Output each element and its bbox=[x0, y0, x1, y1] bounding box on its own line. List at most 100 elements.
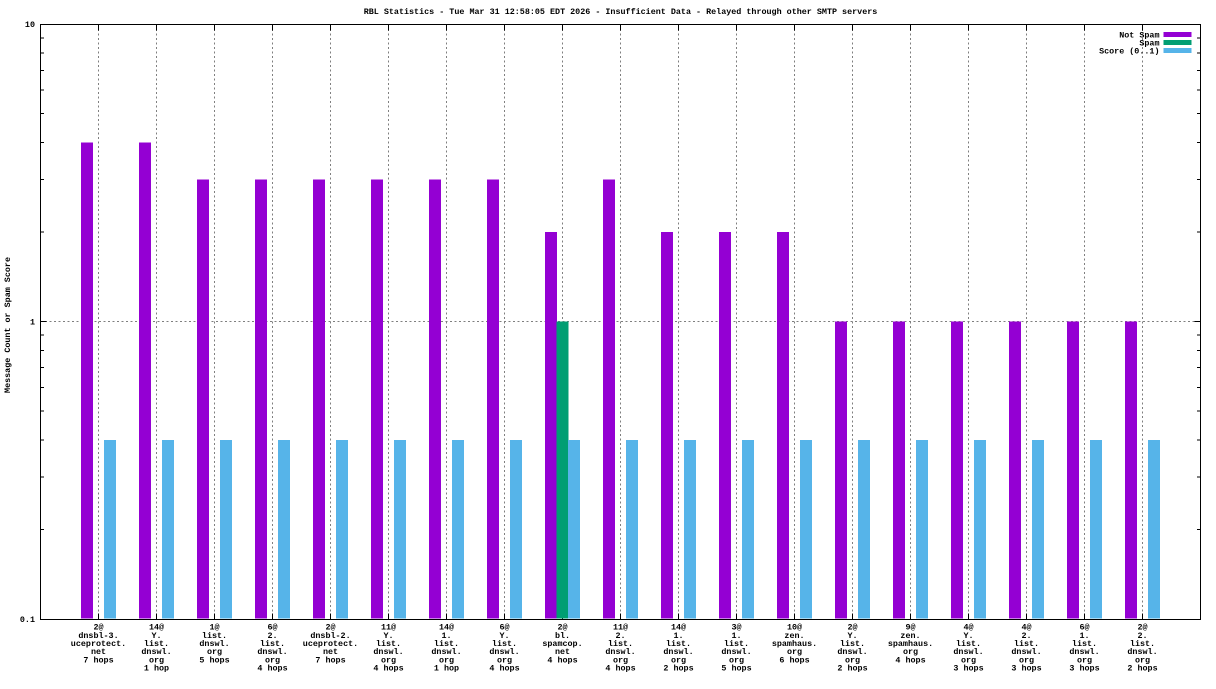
svg-text:2@: 2@ bbox=[93, 623, 103, 633]
svg-text:1.: 1. bbox=[731, 631, 741, 641]
svg-text:dnswl.: dnswl. bbox=[257, 647, 287, 657]
svg-text:list.: list. bbox=[144, 639, 169, 649]
svg-text:Y.: Y. bbox=[963, 631, 973, 641]
svg-text:Y.: Y. bbox=[499, 631, 509, 641]
svg-text:3 hops: 3 hops bbox=[1011, 664, 1041, 674]
svg-text:list.: list. bbox=[608, 639, 633, 649]
svg-text:10@: 10@ bbox=[787, 623, 802, 633]
svg-text:2.: 2. bbox=[1137, 631, 1147, 641]
svg-text:org: org bbox=[787, 647, 802, 657]
svg-text:Y.: Y. bbox=[151, 631, 161, 641]
svg-text:9@: 9@ bbox=[905, 623, 915, 633]
svg-text:Not Spam: Not Spam bbox=[1119, 30, 1159, 40]
svg-text:uceprotect.: uceprotect. bbox=[303, 639, 358, 649]
svg-text:zen.: zen. bbox=[900, 631, 920, 641]
svg-text:7 hops: 7 hops bbox=[83, 655, 113, 665]
svg-text:list.: list. bbox=[956, 639, 981, 649]
svg-text:dnsbl-3.: dnsbl-3. bbox=[78, 631, 118, 641]
svg-text:list.: list. bbox=[1130, 639, 1155, 649]
svg-text:1 hop: 1 hop bbox=[144, 664, 169, 674]
svg-text:3 hops: 3 hops bbox=[1069, 664, 1099, 674]
svg-text:Spam: Spam bbox=[1139, 38, 1159, 48]
svg-text:dnswl.: dnswl. bbox=[199, 639, 229, 649]
svg-text:5 hops: 5 hops bbox=[721, 664, 751, 674]
svg-text:11@: 11@ bbox=[381, 623, 396, 633]
svg-text:1.: 1. bbox=[1079, 631, 1089, 641]
svg-text:4 hops: 4 hops bbox=[895, 655, 925, 665]
svg-text:dnswl.: dnswl. bbox=[721, 647, 751, 657]
svg-text:3@: 3@ bbox=[731, 623, 741, 633]
svg-text:org: org bbox=[1077, 655, 1092, 665]
svg-text:2@: 2@ bbox=[325, 623, 335, 633]
svg-text:Y.: Y. bbox=[383, 631, 393, 641]
svg-text:dnswl.: dnswl. bbox=[663, 647, 693, 657]
svg-text:2@: 2@ bbox=[557, 623, 567, 633]
svg-text:org: org bbox=[439, 655, 454, 665]
svg-text:list.: list. bbox=[492, 639, 517, 649]
svg-text:net: net bbox=[323, 647, 338, 657]
svg-text:2@: 2@ bbox=[1137, 623, 1147, 633]
svg-text:1.: 1. bbox=[673, 631, 683, 641]
svg-text:4 hops: 4 hops bbox=[605, 664, 635, 674]
svg-text:dnswl.: dnswl. bbox=[373, 647, 403, 657]
svg-text:RBL Statistics - Tue Mar 31 12: RBL Statistics - Tue Mar 31 12:58:05 EDT… bbox=[364, 7, 878, 17]
svg-text:dnswl.: dnswl. bbox=[1069, 647, 1099, 657]
svg-text:6@: 6@ bbox=[267, 623, 277, 633]
svg-text:2.: 2. bbox=[1021, 631, 1031, 641]
svg-text:spamhaus.: spamhaus. bbox=[888, 639, 933, 649]
svg-text:4 hops: 4 hops bbox=[547, 655, 577, 665]
svg-text:org: org bbox=[265, 655, 280, 665]
svg-text:6@: 6@ bbox=[1079, 623, 1089, 633]
svg-text:1 hop: 1 hop bbox=[434, 664, 459, 674]
svg-text:7 hops: 7 hops bbox=[315, 655, 345, 665]
svg-text:list.: list. bbox=[666, 639, 691, 649]
svg-text:dnsbl-2.: dnsbl-2. bbox=[310, 631, 350, 641]
svg-text:dnswl.: dnswl. bbox=[605, 647, 635, 657]
svg-text:1.: 1. bbox=[441, 631, 451, 641]
svg-text:6 hops: 6 hops bbox=[779, 655, 809, 665]
svg-text:2.: 2. bbox=[267, 631, 277, 641]
svg-text:org: org bbox=[961, 655, 976, 665]
svg-text:list.: list. bbox=[1014, 639, 1039, 649]
svg-text:dnswl.: dnswl. bbox=[489, 647, 519, 657]
svg-text:dnswl.: dnswl. bbox=[1011, 647, 1041, 657]
svg-text:Y.: Y. bbox=[847, 631, 857, 641]
svg-text:2.: 2. bbox=[615, 631, 625, 641]
svg-text:dnswl.: dnswl. bbox=[431, 647, 461, 657]
svg-text:net: net bbox=[91, 647, 106, 657]
svg-text:list.: list. bbox=[376, 639, 401, 649]
svg-text:Score (0..1): Score (0..1) bbox=[1099, 47, 1159, 57]
svg-text:list.: list. bbox=[202, 631, 227, 641]
svg-text:org: org bbox=[1135, 655, 1150, 665]
svg-text:org: org bbox=[613, 655, 628, 665]
svg-text:org: org bbox=[1019, 655, 1034, 665]
svg-text:zen.: zen. bbox=[784, 631, 804, 641]
svg-text:Message Count or Spam Score: Message Count or Spam Score bbox=[3, 257, 13, 393]
svg-text:org: org bbox=[729, 655, 744, 665]
svg-text:1@: 1@ bbox=[209, 623, 219, 633]
svg-text:2 hops: 2 hops bbox=[1127, 664, 1157, 674]
svg-text:6@: 6@ bbox=[499, 623, 509, 633]
svg-text:dnswl.: dnswl. bbox=[953, 647, 983, 657]
svg-text:3 hops: 3 hops bbox=[953, 664, 983, 674]
svg-text:14@: 14@ bbox=[671, 623, 686, 633]
svg-text:spamhaus.: spamhaus. bbox=[772, 639, 817, 649]
svg-text:list.: list. bbox=[260, 639, 285, 649]
svg-text:10: 10 bbox=[25, 20, 35, 30]
svg-text:spamcop.: spamcop. bbox=[542, 639, 582, 649]
svg-text:list.: list. bbox=[434, 639, 459, 649]
svg-text:dnswl.: dnswl. bbox=[141, 647, 171, 657]
svg-text:net: net bbox=[555, 647, 570, 657]
svg-text:list.: list. bbox=[1072, 639, 1097, 649]
svg-text:bl.: bl. bbox=[555, 631, 570, 641]
svg-text:dnswl.: dnswl. bbox=[837, 647, 867, 657]
svg-text:4 hops: 4 hops bbox=[257, 664, 287, 674]
svg-text:2 hops: 2 hops bbox=[663, 664, 693, 674]
svg-text:4@: 4@ bbox=[963, 623, 973, 633]
svg-text:1: 1 bbox=[30, 318, 35, 328]
svg-text:org: org bbox=[149, 655, 164, 665]
svg-text:4@: 4@ bbox=[1021, 623, 1031, 633]
svg-text:org: org bbox=[381, 655, 396, 665]
svg-text:11@: 11@ bbox=[613, 623, 628, 633]
svg-text:2 hops: 2 hops bbox=[837, 664, 867, 674]
